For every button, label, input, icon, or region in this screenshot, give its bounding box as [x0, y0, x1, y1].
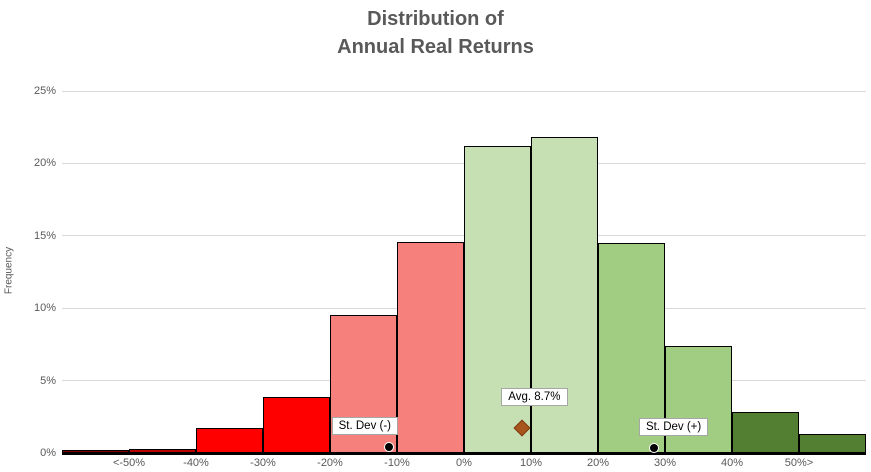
x-tick-label: 10% [519, 457, 543, 469]
histogram-bar [62, 450, 129, 453]
chart-title-line-2: Annual Real Returns [337, 36, 534, 58]
x-tick-label: 40% [720, 457, 744, 469]
y-tick-label: 15% [33, 229, 56, 242]
stdev-marker-dot-icon [649, 442, 660, 453]
histogram-bar [665, 345, 732, 453]
histogram-bar [263, 396, 330, 453]
x-tick-label: -40% [183, 457, 209, 469]
x-tick-label: 30% [653, 457, 677, 469]
histogram-bar [598, 243, 665, 453]
y-tick-label: 5% [40, 374, 56, 387]
annotation-label: Avg. 8.7% [501, 388, 568, 406]
y-tick-label: 25% [33, 85, 56, 97]
histogram-bar [129, 448, 196, 453]
annotation-label: St. Dev (+) [638, 418, 709, 436]
y-tick-label: 20% [33, 157, 56, 170]
x-tick-label: 0% [456, 457, 472, 469]
stdev-marker-dot-icon [384, 441, 395, 452]
y-axis-title: Frequency [3, 246, 15, 295]
chart-title-line-1: Distribution of [367, 8, 504, 30]
histogram-bar [464, 146, 531, 453]
histogram-bar [799, 434, 866, 453]
chart-title: Distribution of Annual Real Returns [0, 5, 871, 61]
histogram-bar [196, 428, 263, 453]
histogram-bar [732, 412, 799, 453]
x-tick-label: <-50% [112, 457, 146, 469]
y-tick-label: 10% [33, 302, 56, 315]
x-tick-label: 20% [586, 457, 610, 469]
gridline-y-25 [62, 90, 866, 92]
annotation-label: St. Dev (-) [331, 417, 399, 435]
x-tick-label: 50%> [784, 457, 814, 469]
histogram-bar [397, 241, 464, 453]
x-tick-label: -10% [384, 457, 410, 469]
x-tick-label: -20% [317, 457, 343, 469]
x-tick-label: -30% [250, 457, 276, 469]
x-axis-line [62, 452, 866, 455]
y-tick-label: 0% [40, 447, 56, 459]
